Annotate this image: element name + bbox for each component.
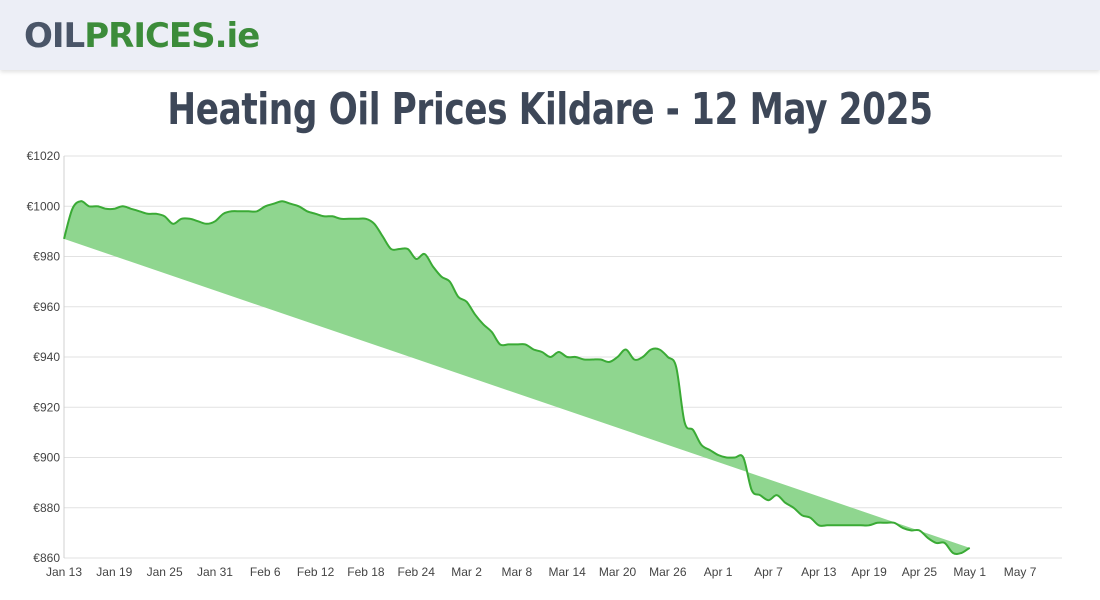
y-tick-label: €980: [33, 250, 60, 264]
price-chart: €860 €880 €900 €920 €940 €960 €980 €1000 €1020 J…: [27, 149, 1062, 579]
x-tick-label: Apr 1: [704, 565, 733, 579]
x-tick-label: May 7: [1004, 565, 1037, 579]
price-line: [63, 200, 971, 555]
x-tick-label: Jan 25: [147, 565, 183, 579]
x-tick-label: Mar 20: [599, 565, 637, 579]
x-tick-label: Mar 8: [502, 565, 533, 579]
site-header: OILPRICES.ie: [0, 0, 1100, 70]
x-tick-label: Feb 18: [347, 565, 385, 579]
x-tick-label: Jan 31: [197, 565, 233, 579]
page-title: Heating Oil Prices Kildare - 12 May 2025: [167, 84, 933, 135]
y-tick-label: €1000: [27, 199, 61, 213]
x-tick-label: Feb 6: [250, 565, 281, 579]
x-tick-label: Jan 13: [46, 565, 82, 579]
y-tick-label: €900: [33, 451, 60, 465]
x-tick-label: Feb 24: [398, 565, 436, 579]
x-tick-label: Jan 19: [96, 565, 132, 579]
y-axis-ticks: €860 €880 €900 €920 €940 €960 €980 €1000 €1020: [27, 149, 61, 565]
y-tick-label: €880: [33, 501, 60, 515]
x-tick-label: Mar 14: [549, 565, 587, 579]
x-tick-label: May 1: [953, 565, 986, 579]
y-tick-label: €860: [33, 551, 60, 565]
y-tick-label: €940: [33, 350, 60, 364]
y-tick-label: €1020: [27, 149, 61, 163]
x-axis-ticks: Jan 13 Jan 19 Jan 25 Jan 31 Feb 6 Feb 12 Feb 1…: [46, 565, 1037, 579]
x-tick-label: Apr 7: [754, 565, 783, 579]
x-tick-label: Feb 12: [297, 565, 335, 579]
site-logo[interactable]: OILPRICES.ie: [24, 14, 260, 58]
x-tick-label: Mar 2: [451, 565, 482, 579]
x-tick-label: Apr 25: [902, 565, 938, 579]
x-tick-label: Mar 26: [649, 565, 687, 579]
price-area: [64, 201, 970, 554]
logo-part-oil: OIL: [24, 16, 85, 56]
x-tick-label: Apr 19: [851, 565, 887, 579]
y-tick-label: €960: [33, 300, 60, 314]
x-tick-label: Apr 13: [801, 565, 837, 579]
logo-part-prices: PRICES.ie: [84, 16, 260, 56]
y-tick-label: €920: [33, 400, 60, 414]
